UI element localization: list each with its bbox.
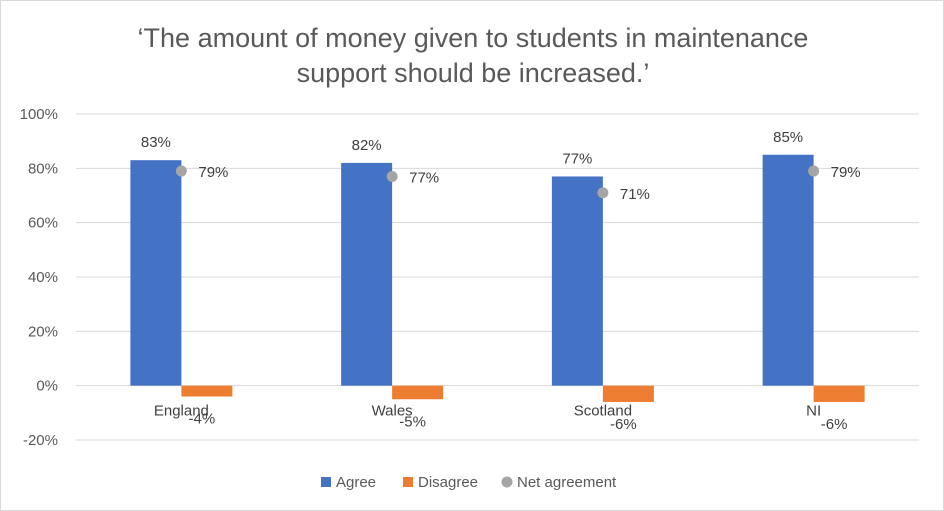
x-category-label: Scotland [574,403,632,420]
legend-label: Disagree [418,474,478,491]
y-tick-label: 100% [20,106,58,123]
legend-swatch [501,476,513,488]
chart-title: ‘The amount of money given to students i… [138,23,809,88]
net-agreement-data-label: 77% [409,169,439,186]
net-agreement-data-label: 79% [198,164,228,181]
data-labels: 83%-4%England79%82%-5%Wales77%77%-6%Scot… [141,129,861,433]
y-tick-label: -20% [23,432,58,449]
disagree-bar [602,385,654,402]
disagree-bar [392,385,444,400]
agree-bar [130,160,182,386]
net-agreement-marker [808,165,820,177]
chart-title-line-1: ‘The amount of money given to students i… [138,23,809,53]
net-agreement-marker [386,170,398,182]
legend-label: Net agreement [517,474,617,491]
legend: Agree Disagree Net agreement [321,474,617,491]
disagree-bar [181,385,233,397]
net-agreement-data-label: 79% [831,164,861,181]
y-tick-label: 0% [36,378,58,395]
chart-title-line-2: support should be increased.’ [297,58,650,88]
agree-bar [551,176,603,386]
legend-label: Agree [336,474,376,491]
y-tick-label: 80% [28,160,58,177]
x-category-label: Wales [372,403,413,420]
disagree-data-label: -6% [610,416,637,433]
legend-swatch [321,477,331,487]
y-tick-label: 40% [28,269,58,286]
agree-bar [341,162,393,386]
plot-area [130,154,865,402]
agree-data-label: 82% [352,137,382,154]
disagree-data-label: -5% [399,413,426,430]
y-tick-label: 60% [28,215,58,232]
x-category-label: NI [806,403,821,420]
net-agreement-marker [597,187,609,199]
disagree-data-label: -6% [821,416,848,433]
y-axis: 100% 80% 60% 40% 20% 0% -20% [20,106,58,449]
agree-data-label: 83% [141,134,171,151]
agree-data-label: 85% [773,129,803,146]
agree-bar [762,154,814,386]
net-agreement-data-label: 71% [620,186,650,203]
x-category-label: England [154,403,209,420]
disagree-data-label: -4% [189,411,216,428]
y-tick-label: 20% [28,323,58,340]
agree-data-label: 77% [562,150,592,167]
disagree-bar [813,385,865,402]
net-agreement-marker [175,165,187,177]
legend-swatch [403,477,413,487]
